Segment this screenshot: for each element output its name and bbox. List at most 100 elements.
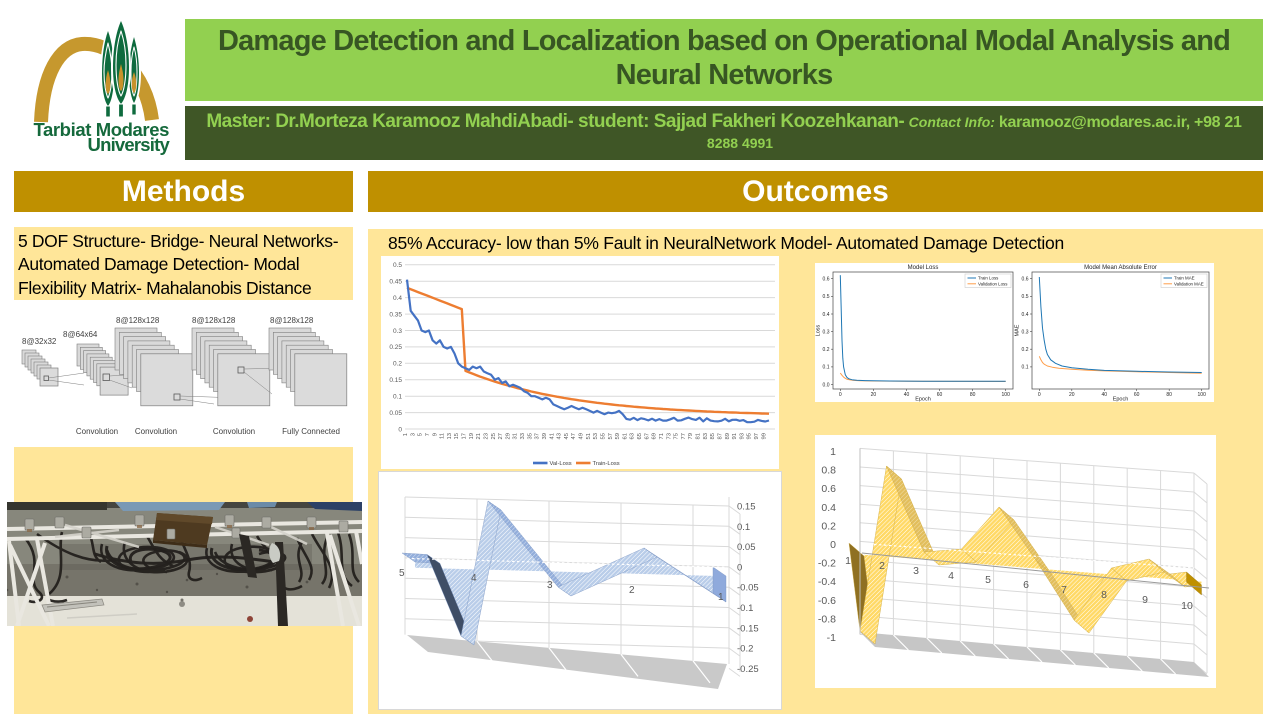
- svg-text:45: 45: [564, 433, 570, 439]
- svg-text:1: 1: [718, 592, 724, 603]
- svg-text:85: 85: [710, 433, 716, 439]
- svg-text:0.25: 0.25: [389, 344, 402, 351]
- svg-text:-0.15: -0.15: [737, 623, 759, 634]
- svg-text:0.15: 0.15: [389, 377, 402, 384]
- svg-text:1: 1: [830, 446, 836, 458]
- svg-text:31: 31: [513, 433, 519, 439]
- svg-text:8: 8: [1101, 589, 1107, 601]
- svg-text:53: 53: [593, 433, 599, 439]
- svg-text:0.3: 0.3: [1022, 329, 1029, 335]
- svg-text:0.6: 0.6: [1022, 277, 1029, 283]
- svg-text:0.6: 0.6: [823, 277, 830, 283]
- svg-text:Model Loss: Model Loss: [908, 265, 939, 271]
- svg-text:Convolution: Convolution: [76, 427, 118, 436]
- svg-text:-0.1: -0.1: [737, 603, 753, 614]
- svg-text:20: 20: [1069, 392, 1075, 398]
- svg-text:8@128x128: 8@128x128: [270, 316, 314, 325]
- svg-text:65: 65: [637, 433, 643, 439]
- svg-text:15: 15: [454, 433, 460, 439]
- svg-text:Epoch: Epoch: [1113, 397, 1129, 403]
- svg-text:Train MAE: Train MAE: [1174, 276, 1195, 281]
- svg-text:0.8: 0.8: [821, 465, 836, 477]
- svg-text:35: 35: [527, 433, 533, 439]
- svg-text:60: 60: [937, 392, 943, 398]
- svg-text:0.5: 0.5: [1022, 294, 1029, 300]
- svg-text:8@128x128: 8@128x128: [116, 316, 160, 325]
- svg-text:13: 13: [447, 433, 453, 439]
- svg-text:49: 49: [579, 433, 585, 439]
- svg-text:6: 6: [1023, 579, 1029, 591]
- svg-text:-0.4: -0.4: [818, 576, 836, 588]
- svg-text:Model Mean Absolute Error: Model Mean Absolute Error: [1084, 265, 1157, 271]
- svg-text:33: 33: [520, 433, 526, 439]
- svg-text:0.2: 0.2: [1022, 347, 1029, 353]
- svg-text:57: 57: [608, 433, 614, 439]
- svg-text:61: 61: [622, 433, 628, 439]
- svg-text:8@64x64: 8@64x64: [63, 330, 98, 339]
- svg-text:9: 9: [1142, 594, 1148, 606]
- svg-text:Fully Connected: Fully Connected: [282, 427, 340, 436]
- svg-text:11: 11: [440, 433, 446, 439]
- svg-text:0.4: 0.4: [821, 502, 836, 514]
- svg-text:69: 69: [652, 433, 658, 439]
- svg-text:8@32x32: 8@32x32: [22, 337, 57, 346]
- svg-text:77: 77: [681, 433, 687, 439]
- svg-text:87: 87: [718, 433, 724, 439]
- svg-text:97: 97: [754, 433, 760, 439]
- svg-text:71: 71: [659, 433, 665, 439]
- svg-text:0: 0: [398, 426, 402, 433]
- svg-text:5: 5: [985, 574, 991, 586]
- svg-text:4: 4: [471, 573, 477, 584]
- svg-text:0.35: 0.35: [389, 311, 402, 318]
- svg-text:8@128x128: 8@128x128: [192, 316, 236, 325]
- svg-text:-0.2: -0.2: [818, 558, 836, 570]
- svg-text:7: 7: [425, 433, 431, 436]
- svg-text:37: 37: [535, 433, 541, 439]
- svg-text:23: 23: [483, 433, 489, 439]
- svg-text:0.6: 0.6: [821, 483, 836, 495]
- svg-text:0.5: 0.5: [823, 294, 830, 300]
- svg-text:95: 95: [747, 433, 753, 439]
- svg-text:Convolution: Convolution: [135, 427, 177, 436]
- svg-text:0.0: 0.0: [823, 382, 830, 388]
- svg-text:40: 40: [904, 392, 910, 398]
- svg-text:93: 93: [739, 433, 745, 439]
- svg-text:60: 60: [1134, 392, 1140, 398]
- svg-text:0.2: 0.2: [393, 361, 402, 368]
- svg-text:4: 4: [948, 570, 954, 582]
- svg-text:2: 2: [879, 560, 885, 572]
- svg-text:Loss: Loss: [816, 324, 822, 336]
- svg-text:0: 0: [830, 539, 836, 551]
- svg-text:Train-Loss: Train-Loss: [593, 461, 620, 467]
- svg-text:59: 59: [615, 433, 621, 439]
- svg-text:75: 75: [674, 433, 680, 439]
- svg-text:0.2: 0.2: [821, 520, 836, 532]
- svg-text:0: 0: [1038, 392, 1041, 398]
- svg-text:0.15: 0.15: [737, 502, 756, 513]
- svg-text:55: 55: [601, 433, 607, 439]
- svg-text:0.4: 0.4: [1022, 312, 1029, 318]
- svg-text:3: 3: [547, 580, 553, 591]
- svg-text:1: 1: [845, 555, 851, 567]
- svg-text:39: 39: [542, 433, 548, 439]
- svg-text:3: 3: [913, 565, 919, 577]
- svg-text:2: 2: [629, 585, 635, 596]
- svg-text:-0.25: -0.25: [737, 664, 759, 675]
- svg-text:81: 81: [696, 433, 702, 439]
- svg-text:100: 100: [1002, 392, 1011, 398]
- svg-text:-1: -1: [827, 632, 836, 644]
- svg-text:73: 73: [666, 433, 672, 439]
- svg-text:University: University: [88, 134, 171, 155]
- svg-text:41: 41: [549, 433, 555, 439]
- svg-text:20: 20: [871, 392, 877, 398]
- svg-text:0.3: 0.3: [823, 329, 830, 335]
- svg-text:17: 17: [462, 433, 468, 439]
- svg-text:Val-Loss: Val-Loss: [550, 461, 572, 467]
- svg-text:0.4: 0.4: [823, 312, 830, 318]
- svg-text:21: 21: [476, 433, 482, 439]
- svg-text:0.5: 0.5: [393, 262, 402, 269]
- svg-text:MAE: MAE: [1015, 324, 1021, 336]
- svg-text:67: 67: [644, 433, 650, 439]
- svg-text:-0.05: -0.05: [737, 583, 759, 594]
- svg-text:0.1: 0.1: [393, 394, 402, 401]
